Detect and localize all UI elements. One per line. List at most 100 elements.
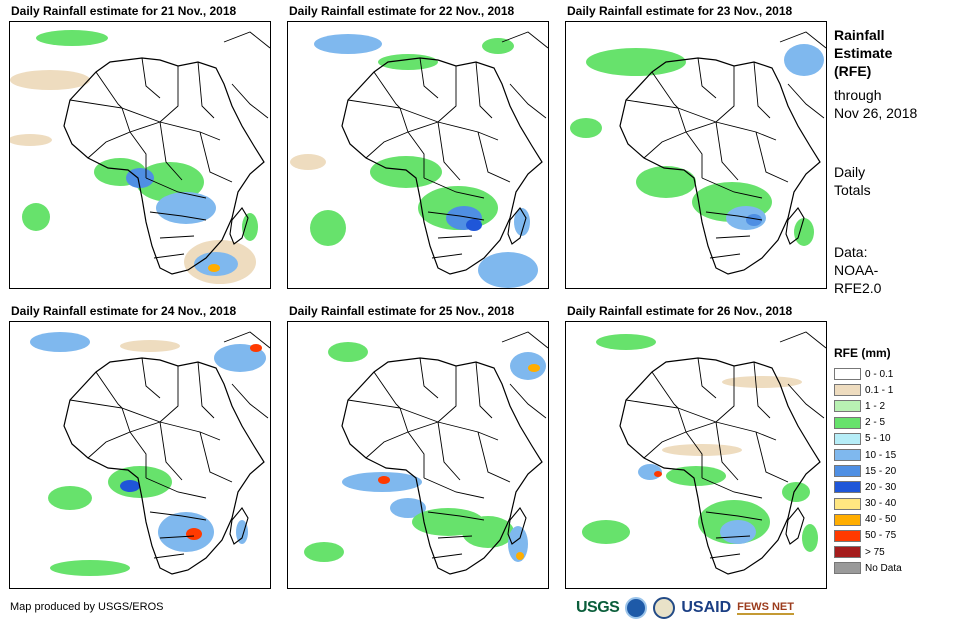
rain-area (186, 528, 202, 540)
africa-map-svg (304, 331, 548, 575)
country-border (651, 71, 679, 109)
legend-swatch (834, 384, 861, 397)
country-border (715, 121, 739, 181)
rain-area (208, 264, 220, 272)
rain-area (158, 512, 214, 552)
legend-swatch (834, 368, 861, 381)
rain-area (50, 560, 130, 576)
rainfall-map (9, 21, 271, 289)
map-panel-24: Daily Rainfall estimate for 24 Nov., 201… (9, 304, 271, 589)
africa-land (64, 358, 264, 574)
panel-title: Daily Rainfall estimate for 23 Nov., 201… (567, 4, 793, 18)
country-border (197, 61, 215, 119)
country-border (159, 535, 195, 539)
country-border (145, 177, 207, 199)
country-border (129, 131, 147, 178)
legend: RFE (mm) 0 - 0.1 0.1 - 1 1 - 2 2 - 5 5 - 10 1… (834, 346, 914, 576)
country-border (129, 431, 147, 478)
africa-map-svg (30, 331, 270, 576)
rain-area (666, 466, 726, 486)
credit-text: Map produced by USGS/EROS (10, 601, 164, 613)
middle-east-coast (779, 31, 826, 119)
country-border (159, 235, 195, 239)
rain-area (194, 252, 238, 276)
map-panel-26: Daily Rainfall estimate for 26 Nov., 201… (565, 304, 827, 589)
country-border (427, 211, 485, 221)
product-title: Rainfall Estimate (RFE) (834, 27, 893, 79)
madagascar-outline (507, 207, 527, 245)
rain-area (482, 38, 514, 54)
legend-item: 1 - 2 (834, 398, 914, 414)
panel-title: Daily Rainfall estimate for 25 Nov., 201… (289, 304, 515, 318)
period-text: through Nov 26, 2018 (834, 87, 918, 121)
country-border (431, 553, 463, 559)
legend-swatch (834, 546, 861, 559)
rain-area (528, 364, 540, 372)
rain-area (412, 508, 484, 536)
country-border (153, 553, 185, 559)
rainfall-map (9, 321, 271, 589)
legend-swatch (834, 562, 861, 575)
legend-label: 1 - 2 (865, 400, 886, 412)
country-border (643, 421, 717, 459)
country-border (437, 235, 473, 239)
rain-area (378, 476, 390, 484)
legend-label: 30 - 40 (865, 498, 897, 510)
legend-item: > 75 (834, 544, 914, 560)
country-border (141, 57, 161, 99)
country-border (677, 107, 777, 141)
data-source-text: Data: NOAA- RFE2.0 (834, 244, 882, 296)
country-border (475, 361, 493, 419)
legend-swatch (834, 432, 861, 445)
country-border (715, 421, 739, 481)
country-border (755, 131, 789, 183)
legend-swatch (834, 400, 861, 413)
country-border (373, 71, 401, 109)
legend-label: 40 - 50 (865, 514, 897, 526)
country-border (701, 177, 763, 199)
country-border (437, 66, 457, 123)
country-border (423, 477, 485, 499)
country-border (87, 121, 161, 159)
legend-item: 30 - 40 (834, 496, 914, 512)
rain-area (794, 218, 814, 246)
rain-area (108, 466, 172, 498)
country-border (423, 177, 485, 199)
rain-area (722, 376, 802, 388)
usgs-logo: USGS (576, 599, 620, 616)
rain-area (466, 219, 482, 231)
country-border (697, 57, 717, 99)
rain-area (802, 524, 818, 552)
africa-map-svg (290, 31, 548, 288)
panel-title: Daily Rainfall estimate for 26 Nov., 201… (567, 304, 793, 318)
africa-map-svg (582, 331, 826, 575)
country-border (431, 253, 463, 259)
rain-area (328, 342, 368, 362)
rain-area (156, 192, 216, 224)
rain-area (120, 480, 140, 492)
rain-area (304, 542, 344, 562)
country-border (697, 357, 717, 399)
legend-label: 20 - 30 (865, 481, 897, 493)
rain-area (136, 162, 204, 202)
country-border (427, 511, 485, 521)
country-border (753, 61, 771, 119)
country-border (755, 431, 789, 483)
madagascar-outline (507, 507, 527, 545)
madagascar-outline (229, 207, 249, 245)
country-border (419, 57, 439, 99)
legend-label: 0 - 0.1 (865, 368, 894, 380)
legend-label: No Data (865, 562, 902, 574)
panel-title: Daily Rainfall estimate for 21 Nov., 201… (11, 4, 237, 18)
country-border (437, 421, 461, 481)
country-border (715, 66, 735, 123)
rainfall-map (287, 21, 549, 289)
legend-label: 2 - 5 (865, 417, 886, 429)
legend-label: 5 - 10 (865, 433, 891, 445)
country-border (475, 61, 493, 119)
country-border (197, 361, 215, 419)
country-border (705, 211, 763, 221)
country-border (95, 371, 123, 409)
country-border (149, 211, 207, 221)
rain-area (586, 48, 686, 76)
